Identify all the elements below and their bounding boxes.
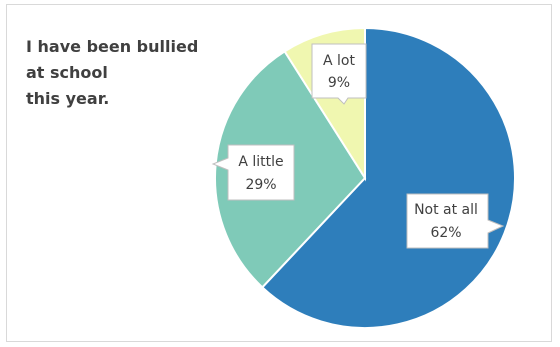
chart-title: I have been bullied at school this year.	[26, 34, 226, 112]
callout-a-little: A little 29%	[211, 144, 295, 201]
slice-value-not-at-all: 62%	[430, 225, 461, 241]
slice-value-a-little: 29%	[245, 177, 276, 193]
slice-label-a-lot: A lot	[323, 53, 355, 69]
callout-not-at-all: Not at all 62%	[406, 193, 505, 249]
title-line-3: this year.	[26, 89, 110, 108]
slice-label-a-little: A little	[238, 154, 283, 170]
pie-slice-not-at-all	[260, 26, 516, 329]
slice-value-a-lot: 9%	[328, 75, 350, 91]
callout-a-lot: A lot 9%	[311, 43, 367, 105]
slice-label-not-at-all: Not at all	[414, 202, 478, 218]
title-line-1: I have been bullied	[26, 37, 199, 56]
title-line-2: at school	[26, 63, 108, 82]
